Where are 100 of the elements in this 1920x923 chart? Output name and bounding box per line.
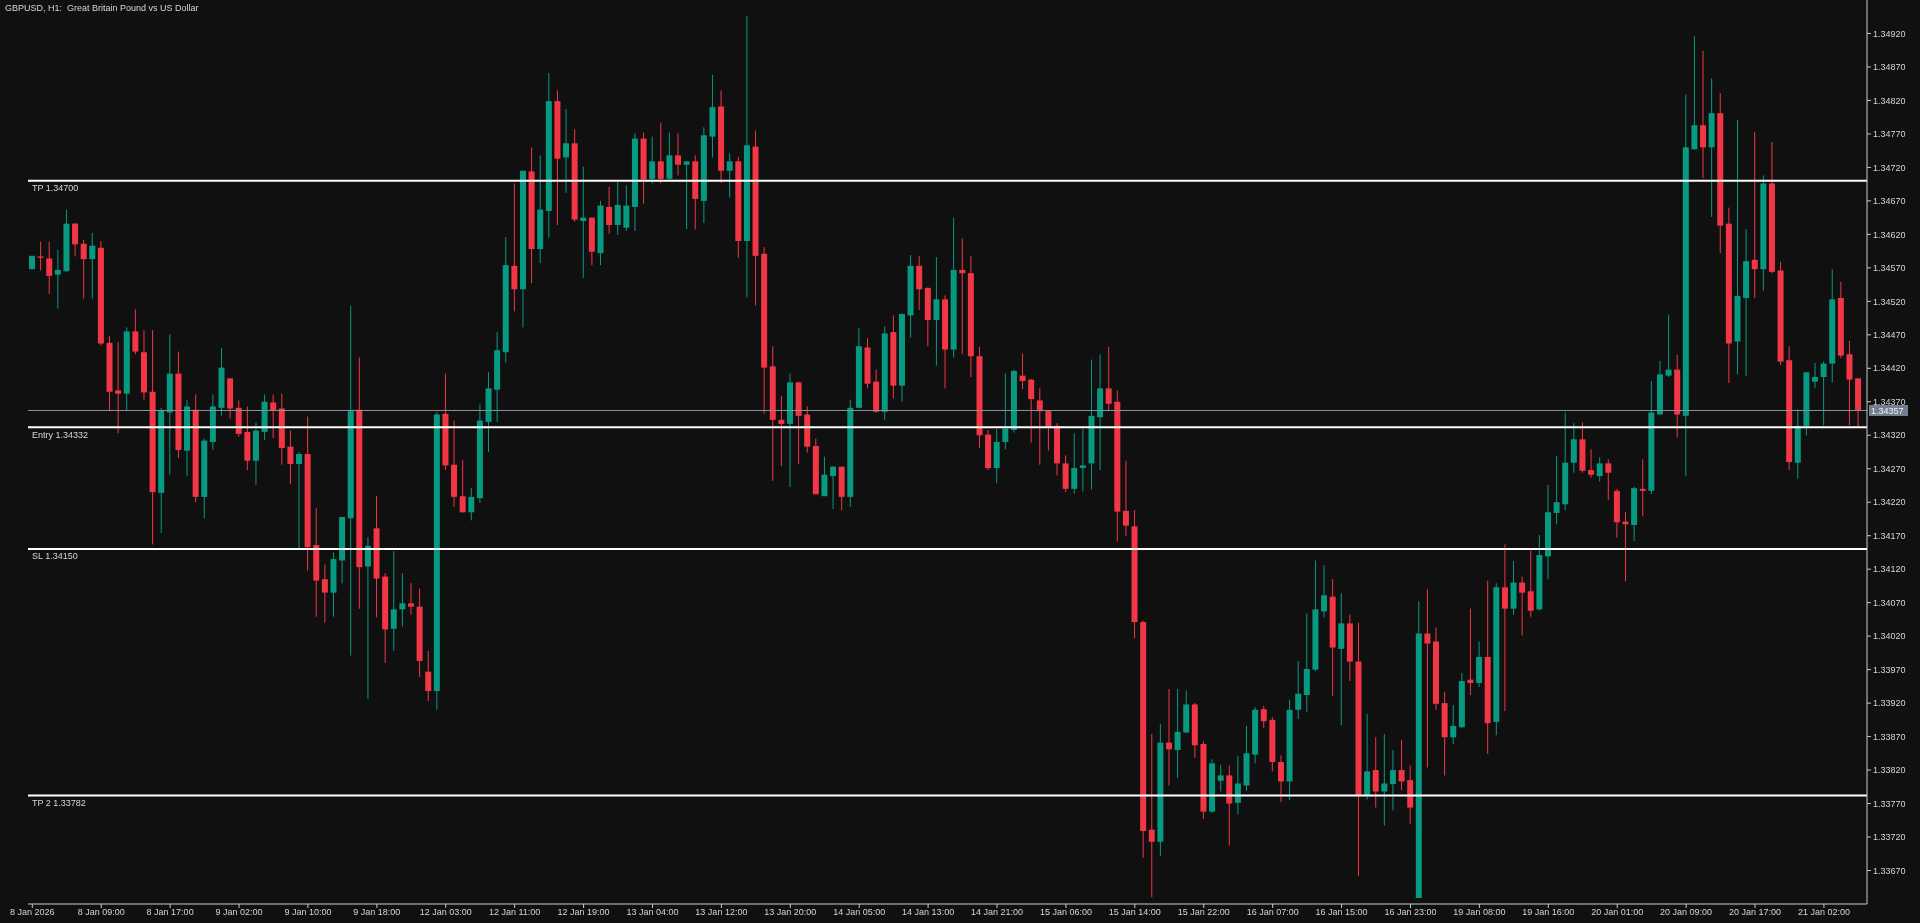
candlestick	[1019, 353, 1026, 390]
y-tick-label: 1.34720	[1873, 162, 1906, 173]
candlestick	[1174, 688, 1181, 779]
candlestick	[270, 393, 277, 439]
candlestick	[321, 564, 328, 624]
candlestick	[1045, 410, 1052, 452]
candlestick	[1398, 739, 1405, 791]
x-tick-label: 8 Jan 2026	[10, 907, 55, 918]
candlestick	[468, 487, 475, 521]
candlestick	[1105, 346, 1112, 412]
candlestick	[54, 249, 61, 310]
y-tick-label: 1.34220	[1873, 497, 1906, 508]
candlestick	[1501, 543, 1508, 712]
candlestick	[1605, 458, 1612, 501]
candlestick	[683, 160, 690, 230]
y-tick-label: 1.34020	[1873, 631, 1906, 642]
x-tick-label: 16 Jan 07:00	[1246, 907, 1299, 918]
x-tick-label: 19 Jan 08:00	[1453, 907, 1506, 918]
x-tick-label: 14 Jan 21:00	[971, 907, 1024, 918]
candlestick	[778, 395, 785, 467]
y-tick-label: 1.33720	[1873, 832, 1906, 843]
candlestick	[1028, 378, 1035, 444]
candlestick	[80, 239, 87, 300]
candlestick	[364, 536, 371, 700]
candlestick	[408, 582, 414, 616]
x-tick-label: 12 Jan 11:00	[488, 907, 541, 918]
candlestick	[1002, 373, 1009, 450]
candlestick	[821, 456, 828, 497]
y-tick-label: 1.34370	[1873, 396, 1906, 407]
y-tick-label: 1.33820	[1873, 765, 1906, 776]
candlestick	[1467, 608, 1474, 696]
x-tick-label: 21 Jan 02:00	[1797, 907, 1850, 918]
candlestick	[1071, 432, 1078, 495]
candlestick	[511, 182, 518, 312]
y-tick-label: 1.34520	[1873, 296, 1906, 307]
chart-title: GBPUSD, H1: Great Britain Pound vs US Dollar	[5, 3, 199, 14]
x-tick-label: 13 Jan 20:00	[764, 907, 817, 918]
y-tick-label: 1.34320	[1873, 430, 1906, 441]
x-tick-label: 16 Jan 15:00	[1315, 907, 1368, 918]
x-tick-label: 12 Jan 19:00	[557, 907, 610, 918]
candlestick	[1122, 460, 1129, 537]
candlestick	[1596, 456, 1603, 482]
y-tick-label: 1.34420	[1873, 363, 1906, 374]
candlestick	[132, 308, 139, 355]
candlestick	[1036, 387, 1043, 466]
candlestick	[1234, 755, 1241, 815]
y-tick-label: 1.33870	[1873, 731, 1906, 742]
candlestick	[287, 430, 294, 485]
y-tick-label: 1.33770	[1873, 798, 1906, 809]
candlestick	[830, 465, 837, 510]
x-tick-label: 9 Jan 02:00	[215, 907, 263, 918]
candlestick	[1389, 749, 1396, 811]
y-tick-label: 1.34270	[1873, 463, 1906, 474]
y-tick-label: 1.34070	[1873, 597, 1906, 608]
candlestick	[1165, 688, 1172, 786]
y-tick-label: 1.33670	[1873, 865, 1906, 876]
candlestick	[916, 255, 923, 311]
y-tick-label: 1.34470	[1873, 330, 1906, 341]
candlestick	[1424, 588, 1431, 768]
ref-line-label: Entry 1.34332	[32, 429, 89, 440]
x-tick-label: 14 Jan 13:00	[902, 907, 955, 918]
candlestick	[657, 122, 664, 184]
x-tick-label: 14 Jan 05:00	[833, 907, 886, 918]
candlestick	[1217, 764, 1224, 792]
candlestick	[399, 572, 406, 628]
candlestick	[46, 241, 53, 295]
y-tick-label: 1.34820	[1873, 95, 1906, 106]
candlestick	[1665, 314, 1672, 378]
candlestick	[1751, 131, 1758, 299]
candlestick	[614, 180, 621, 236]
candlestick	[1527, 549, 1534, 618]
candlestick	[933, 256, 940, 367]
x-tick-label: 15 Jan 14:00	[1108, 907, 1161, 918]
candlestick	[675, 132, 682, 176]
x-tick-label: 16 Jan 23:00	[1384, 907, 1437, 918]
candlestick	[1553, 455, 1560, 525]
x-tick-label: 12 Jan 03:00	[419, 907, 472, 918]
y-tick-label: 1.34870	[1873, 62, 1906, 73]
candlestick	[666, 132, 673, 180]
candlestick	[1381, 733, 1388, 827]
candlestick	[606, 186, 613, 235]
candlestick	[1812, 362, 1819, 389]
x-tick-label: 15 Jan 06:00	[1039, 907, 1092, 918]
x-tick-label: 20 Jan 01:00	[1591, 907, 1644, 918]
candlestick	[1079, 428, 1086, 493]
candlestick	[1519, 576, 1526, 636]
candlestick	[1321, 564, 1328, 618]
ref-line-label: SL 1.34150	[32, 551, 78, 562]
price-tag: 1.34357	[1869, 405, 1908, 416]
y-tick-label: 1.34120	[1873, 564, 1906, 575]
candlestick	[89, 232, 96, 300]
x-tick-label: 19 Jan 16:00	[1522, 907, 1575, 918]
x-tick-label: 20 Jan 09:00	[1660, 907, 1713, 918]
x-tick-label: 20 Jan 17:00	[1729, 907, 1782, 918]
candlestick	[1260, 705, 1267, 729]
y-tick-label: 1.34170	[1873, 530, 1906, 541]
candlestick	[37, 241, 44, 272]
ref-line-label: TP 1.34700	[32, 183, 79, 194]
candlestick	[115, 341, 122, 434]
candlestick	[1588, 448, 1595, 478]
